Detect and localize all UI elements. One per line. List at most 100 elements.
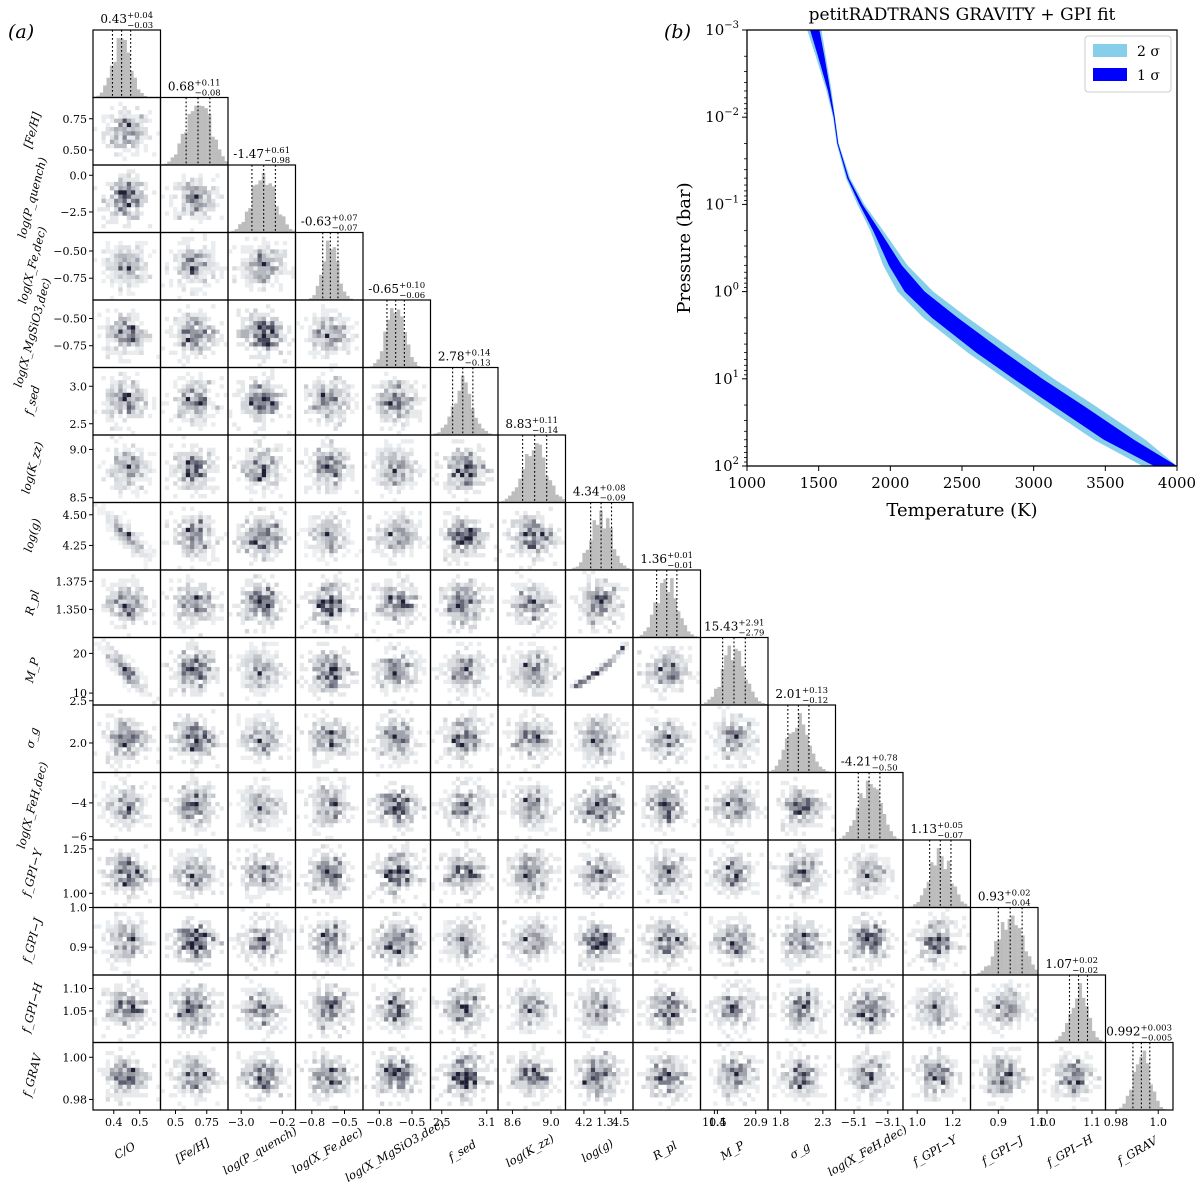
density-bin (325, 451, 330, 457)
density-bin (143, 148, 148, 153)
density-bin (531, 527, 537, 533)
density-bin (375, 582, 380, 587)
density-bin (527, 662, 532, 668)
density-bin (249, 397, 254, 402)
density-bin (485, 599, 490, 604)
density-bin (544, 527, 549, 533)
density-bin (130, 409, 136, 415)
density-bin (190, 312, 195, 317)
density-bin (417, 413, 423, 419)
density-bin (333, 380, 338, 385)
density-bin (194, 747, 199, 752)
density-bin (325, 662, 330, 668)
density-bin (422, 397, 427, 402)
density-bin (346, 456, 351, 461)
density-bin (97, 721, 102, 727)
density-bin (455, 532, 461, 537)
density-bin (202, 671, 208, 676)
corner-cell-5-3 (294, 366, 364, 436)
density-bin (325, 489, 330, 495)
density-bin (105, 114, 110, 119)
density-bin (270, 257, 275, 263)
density-bin (261, 384, 267, 389)
density-bin (316, 557, 321, 562)
density-bin (329, 363, 334, 368)
density-bin (253, 253, 258, 258)
density-bin (620, 616, 625, 621)
density-bin (194, 346, 199, 351)
density-bin (464, 679, 469, 685)
density-bin (244, 591, 250, 596)
density-bin (464, 451, 469, 457)
density-bin (177, 730, 182, 735)
density-bin (253, 333, 258, 339)
density-bin (451, 485, 456, 490)
density-bin (552, 671, 558, 676)
density-bin (413, 523, 418, 528)
density-bin (135, 485, 140, 490)
density-bin (206, 527, 212, 533)
density-bin (329, 443, 334, 448)
density-bin (274, 316, 279, 322)
density-bin (109, 392, 115, 398)
density-bin (130, 283, 136, 288)
density-bin (337, 523, 343, 528)
density-bin (270, 544, 275, 550)
density-bin (261, 548, 267, 554)
density-bin (468, 519, 473, 524)
density-bin (147, 607, 153, 613)
density-bin (109, 413, 115, 419)
density-bin (354, 578, 359, 583)
density-bin (413, 662, 418, 668)
density-bin (249, 561, 254, 566)
histogram-bar (285, 224, 289, 233)
density-bin (135, 413, 140, 419)
density-bin (325, 616, 330, 621)
density-bin (417, 658, 423, 663)
density-bin (451, 624, 456, 630)
density-bin (249, 342, 254, 347)
density-bin (181, 211, 186, 216)
density-bin (143, 181, 148, 187)
density-bin (105, 713, 110, 718)
density-bin (135, 456, 140, 461)
density-bin (202, 354, 208, 360)
density-bin (168, 194, 174, 199)
density-bin (202, 257, 208, 263)
density-bin (202, 413, 208, 419)
density-bin (333, 683, 338, 689)
density-bin (130, 127, 136, 132)
density-bin (282, 270, 288, 275)
density-bin (118, 464, 123, 469)
density-bin (215, 667, 220, 672)
density-bin (519, 650, 524, 655)
density-bin (202, 726, 208, 731)
density-bin (190, 688, 195, 693)
density-bin (384, 692, 389, 697)
density-bin (202, 232, 208, 237)
density-bin (527, 591, 532, 596)
density-bin (354, 401, 359, 406)
density-bin (354, 607, 359, 613)
density-bin (130, 177, 136, 182)
density-bin (265, 321, 271, 326)
density-bin (586, 675, 591, 680)
density-bin (261, 236, 267, 242)
density-bin (274, 582, 279, 587)
density-bin (316, 662, 321, 668)
density-bin (392, 675, 397, 680)
density-bin (122, 207, 127, 212)
density-bin (531, 650, 537, 655)
density-bin (228, 249, 233, 254)
density-bin (510, 671, 515, 676)
density-bin (405, 468, 410, 474)
density-bin (447, 456, 452, 461)
density-bin (287, 447, 292, 452)
density-bin (548, 671, 553, 676)
density-bin (118, 312, 123, 317)
density-bin (523, 683, 528, 689)
density-bin (443, 532, 448, 537)
density-bin (236, 460, 241, 465)
density-bin (190, 422, 195, 427)
density-bin (405, 536, 410, 541)
